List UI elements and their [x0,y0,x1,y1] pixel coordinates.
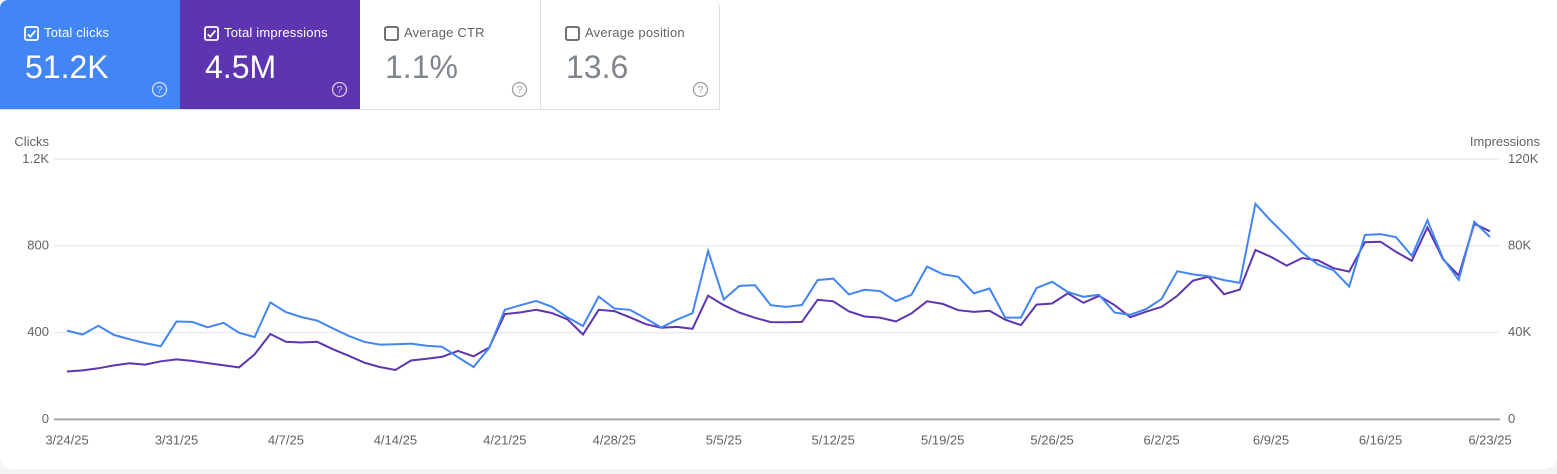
svg-text:4/21/25: 4/21/25 [483,433,526,448]
svg-text:4/14/25: 4/14/25 [374,433,417,448]
svg-text:5/12/25: 5/12/25 [812,433,855,448]
svg-text:?: ? [337,84,343,96]
svg-text:80K: 80K [1508,238,1531,253]
svg-text:0: 0 [42,411,49,426]
svg-text:5/19/25: 5/19/25 [921,433,964,448]
svg-text:120K: 120K [1508,151,1539,166]
svg-text:5/26/25: 5/26/25 [1030,433,1073,448]
svg-text:6/2/25: 6/2/25 [1144,433,1180,448]
svg-text:6/9/25: 6/9/25 [1253,433,1289,448]
svg-text:40K: 40K [1508,324,1531,339]
svg-text:6/16/25: 6/16/25 [1359,433,1402,448]
svg-text:5/5/25: 5/5/25 [706,433,742,448]
svg-text:3/24/25: 3/24/25 [45,433,88,448]
svg-text:?: ? [157,84,163,96]
svg-text:?: ? [698,84,704,96]
svg-text:3/31/25: 3/31/25 [155,433,198,448]
svg-text:6/23/25: 6/23/25 [1468,433,1511,448]
svg-text:Clicks: Clicks [14,134,49,149]
svg-text:4/28/25: 4/28/25 [593,433,636,448]
svg-text:800: 800 [27,238,49,253]
svg-text:1.2K: 1.2K [22,151,49,166]
svg-text:0: 0 [1508,411,1515,426]
svg-text:?: ? [517,84,523,96]
svg-text:Impressions: Impressions [1470,134,1541,149]
svg-text:4/7/25: 4/7/25 [268,433,304,448]
svg-text:400: 400 [27,324,49,339]
